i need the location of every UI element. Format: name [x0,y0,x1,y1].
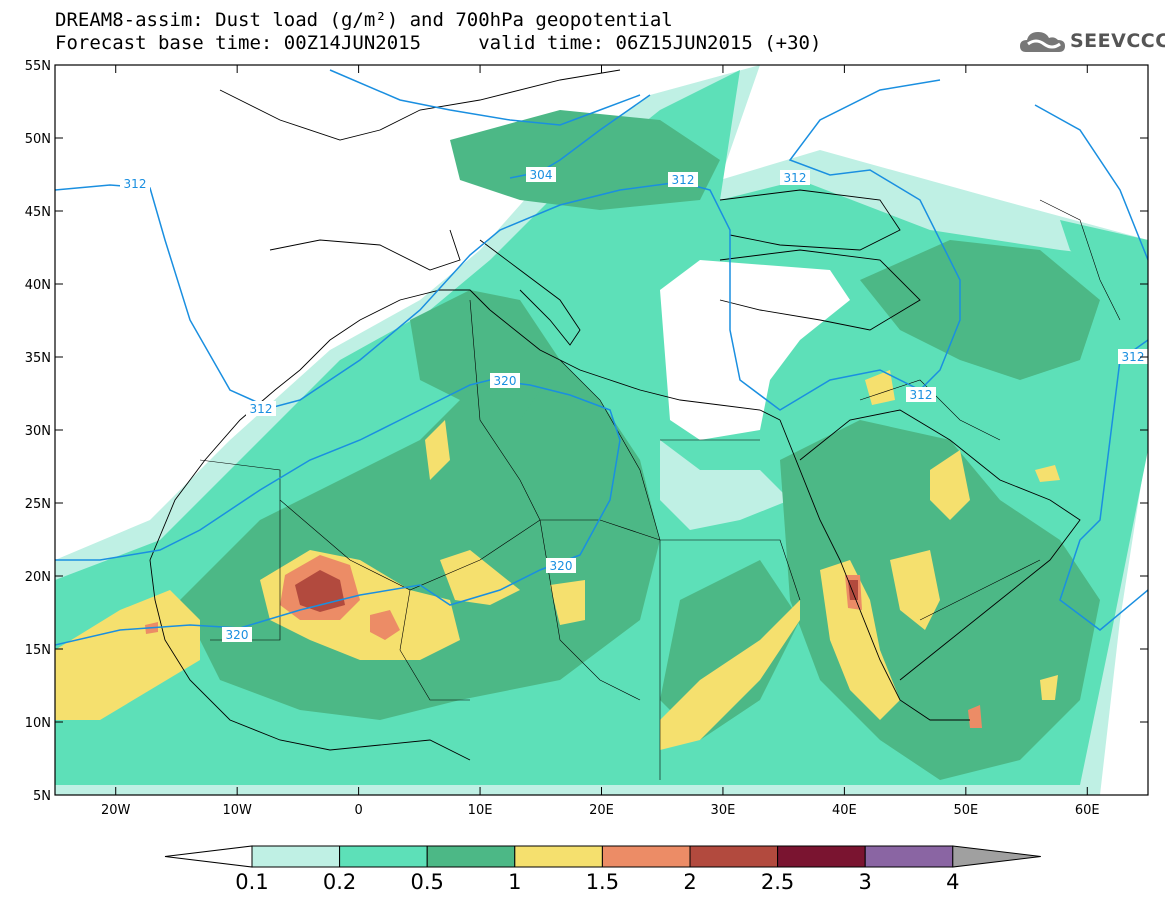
colorbar-label: 0.1 [235,870,269,894]
colorbar-box [339,845,428,868]
svg-text:312: 312 [250,402,273,416]
contour-label-320-a: 320 [490,373,520,388]
lon-tick-label: 20W [101,803,131,818]
contour-label-312-b: 312 [668,172,698,187]
contour-label-312-f: 312 [1118,349,1148,364]
contour-312-west [55,79,961,411]
colorbar-label: 2 [683,870,697,894]
svg-text:312: 312 [124,177,147,191]
logo-text: SEEVCCC [1070,30,1165,52]
colorbar-label: 3 [858,870,872,894]
coastline-black-sea [719,189,901,251]
lon-tick-label: 40E [832,803,857,818]
contour-label-304: 304 [526,167,556,182]
lon-tick-label: 10W [222,803,252,818]
lat-tick-label: 25N [25,497,51,512]
colorbar-under-triangle [164,845,253,868]
coastline-turkey [719,249,921,331]
contour-312-east [1034,104,1148,261]
coastline-iberia [269,229,461,271]
svg-text:320: 320 [550,559,573,573]
svg-text:320: 320 [494,374,517,388]
contour-label-312-d: 312 [246,401,276,416]
colorbar-box [251,845,341,868]
colorbar-label: 0.2 [322,870,357,894]
dust-fields [55,65,1148,795]
lat-tick-label: 30N [25,424,51,439]
lat-tick-label: 35N [25,351,51,366]
colorbar-box [514,845,603,868]
lat-tick-labels: 55N 50N 45N 40N 35N 30N 25N 20N 15N 10N 5N [25,59,51,804]
svg-text:312: 312 [1122,350,1145,364]
contour-label-320-b: 320 [546,558,576,573]
lat-tick-label: 5N [33,789,51,804]
colorbar-label: 4 [946,870,960,894]
contour-label-312-a: 312 [120,176,150,191]
lon-tick-label: 60E [1075,803,1100,818]
contour-312-far-east [1059,339,1148,631]
cloud-icon [1020,32,1065,52]
lat-tick-label: 10N [25,716,51,731]
lat-tick-label: 50N [25,132,51,147]
colorbar-over-triangle [952,845,1041,868]
coastline-africa-gulf [149,559,471,761]
svg-text:312: 312 [672,173,695,187]
lon-tick-label: 10E [468,803,493,818]
lon-tick-label: 20E [589,803,614,818]
colorbar-box [777,845,866,868]
colorbar-boxes [164,845,1041,868]
contour-320 [55,379,621,646]
map-title: DREAM8-assim: Dust load (g/m²) and 700hP… [55,9,673,31]
lat-tick-label: 15N [25,643,51,658]
lon-tick-label: 50E [953,803,978,818]
contour-312-north [329,69,641,126]
lon-tick-label: 30E [711,803,736,818]
coastline-europe-north [219,69,621,141]
colorbar-label: 1.5 [585,870,620,894]
contour-label-312-c: 312 [780,170,810,185]
svg-text:304: 304 [530,168,553,182]
borders [199,199,1121,780]
coastline-arabia [799,409,1081,681]
contour-label-312-e: 312 [906,387,936,402]
colorbar-box [864,845,954,868]
lon-tick-label: 0 [354,803,362,818]
coastline-med-south [489,309,781,421]
lon-tick-labels: 20W 10W 0 10E 20E 30E 40E 50E 60E [101,803,1100,818]
coastline-red-sea [779,419,970,721]
coastlines [149,69,1081,761]
seevccc-logo: SEEVCCC [1018,26,1165,58]
svg-text:320: 320 [226,628,249,642]
colorbar-label: 0.5 [410,870,444,894]
colorbar-box [426,845,516,868]
lat-tick-label: 20N [25,570,51,585]
contour-labels: 312 304 312 312 312 320 320 320 312 312 [120,167,1148,642]
colorbar-label: 1 [508,870,522,894]
lat-tick-label: 40N [25,278,51,293]
lat-tick-label: 45N [25,205,51,220]
coastline-africa-west [149,289,491,561]
colorbar-label: 2.5 [760,870,795,894]
lat-tick-label: 55N [25,59,51,74]
coastline-italy [479,239,581,346]
svg-text:312: 312 [910,388,933,402]
colorbar-box [601,845,691,868]
colorbar-box [689,845,779,868]
svg-text:312: 312 [784,171,807,185]
contour-label-320-c: 320 [222,627,252,642]
map-subtitle: Forecast base time: 00Z14JUN2015 valid t… [55,32,822,54]
axis-ticks [55,64,1148,796]
